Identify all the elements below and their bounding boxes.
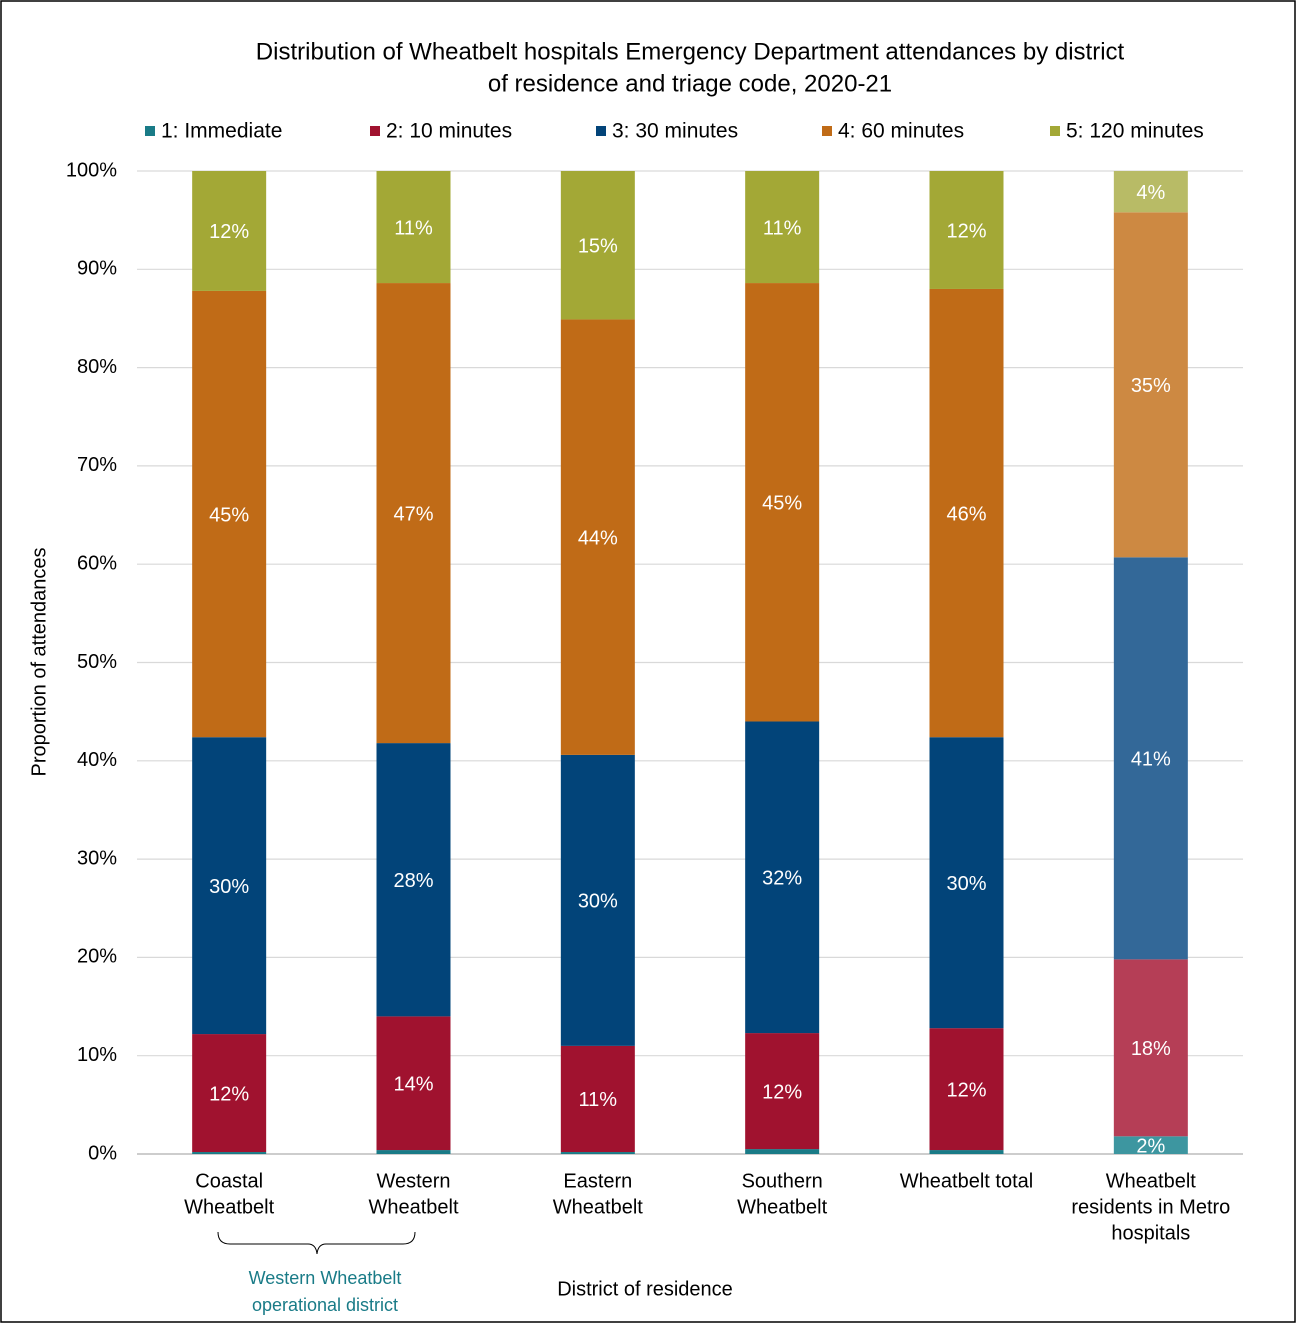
data-label: 12%	[762, 1081, 802, 1103]
data-label: 30%	[578, 891, 618, 913]
bar-segment	[192, 1152, 267, 1154]
legend-swatch	[145, 126, 155, 136]
x-tick-label: Wheatbelt	[553, 1196, 643, 1218]
bar-segment	[745, 171, 820, 284]
data-label: 12%	[209, 221, 249, 243]
legend-swatch	[370, 126, 380, 136]
data-label: 4%	[1136, 182, 1165, 204]
bar-segment	[560, 171, 635, 320]
y-tick-label: 80%	[77, 356, 117, 378]
annotation: Western Wheatbelt	[249, 1268, 402, 1288]
x-tick-label: Western	[376, 1170, 450, 1192]
bar-segment	[376, 283, 451, 744]
brace	[217, 1231, 416, 1255]
data-label: 30%	[946, 873, 986, 895]
x-tick-label: Wheatbelt	[737, 1196, 827, 1218]
y-tick-label: 90%	[77, 258, 117, 280]
data-label: 46%	[946, 503, 986, 525]
legend-swatch	[1050, 126, 1060, 136]
data-label: 15%	[578, 235, 618, 257]
y-tick-label: 60%	[77, 552, 117, 574]
legend-swatch	[822, 126, 832, 136]
x-tick-label: Eastern	[563, 1170, 632, 1192]
legend-label: 1: Immediate	[161, 120, 282, 143]
y-tick-label: 50%	[77, 651, 117, 673]
bar-segment	[745, 721, 820, 1034]
y-tick-label: 40%	[77, 749, 117, 771]
data-label: 18%	[1131, 1038, 1171, 1060]
data-label: 12%	[946, 220, 986, 242]
bar-segment	[560, 319, 635, 755]
annotation: operational district	[252, 1295, 398, 1315]
bar-segment	[745, 1033, 820, 1150]
x-tick-label: hospitals	[1111, 1222, 1190, 1244]
data-label: 11%	[579, 1089, 618, 1111]
data-label: 14%	[393, 1074, 433, 1096]
data-label: 41%	[1131, 749, 1171, 771]
bar-segment	[192, 290, 267, 738]
y-tick-label: 0%	[88, 1142, 117, 1164]
data-label: 47%	[393, 503, 433, 525]
bar-segment	[1113, 171, 1188, 213]
x-tick-label: Wheatbelt total	[900, 1170, 1033, 1192]
bar-segment	[192, 1034, 267, 1153]
data-label: 12%	[209, 1083, 249, 1105]
bar-segment	[745, 1149, 820, 1154]
legend-swatch	[596, 126, 606, 136]
y-tick-label: 70%	[77, 454, 117, 476]
bar-segment	[376, 743, 451, 1017]
y-tick-label: 20%	[77, 946, 117, 968]
x-tick-label: Southern	[742, 1170, 823, 1192]
bar-segment	[560, 1152, 635, 1154]
bar-segment	[1113, 557, 1188, 960]
legend-label: 3: 30 minutes	[612, 120, 738, 143]
bar-segment	[560, 754, 635, 1046]
legend-label: 2: 10 minutes	[386, 120, 512, 143]
bar-segment	[745, 283, 820, 722]
y-tick-label: 100%	[66, 159, 117, 181]
y-axis-label: Proportion of attendances	[28, 547, 50, 776]
bar-segment	[929, 288, 1004, 738]
bar-segment	[929, 171, 1004, 289]
x-axis-label: District of residence	[557, 1278, 733, 1300]
bar-segment	[929, 1150, 1004, 1154]
data-label: 32%	[762, 868, 802, 890]
data-label: 11%	[763, 217, 802, 239]
bar-segment	[376, 1016, 451, 1151]
chart-title: Distribution of Wheatbelt hospitals Emer…	[256, 38, 1125, 65]
x-tick-label: Wheatbelt	[368, 1196, 458, 1218]
x-tick-label: residents in Metro	[1071, 1196, 1230, 1218]
bar-segment	[929, 737, 1004, 1029]
data-label: 12%	[946, 1079, 986, 1101]
data-label: 44%	[578, 527, 618, 549]
bar-segment	[192, 171, 267, 291]
y-tick-label: 10%	[77, 1044, 117, 1066]
x-tick-label: Wheatbelt	[1106, 1170, 1196, 1192]
x-tick-label: Coastal	[195, 1170, 263, 1192]
data-label: 45%	[209, 504, 249, 526]
legend-label: 5: 120 minutes	[1066, 120, 1204, 143]
chart-title: of residence and triage code, 2020-21	[488, 70, 892, 97]
bar-segment	[929, 1028, 1004, 1151]
y-tick-label: 30%	[77, 847, 117, 869]
bar-segment	[1113, 212, 1188, 558]
data-label: 28%	[393, 870, 433, 892]
data-label: 2%	[1136, 1135, 1165, 1157]
bar-segment	[560, 1045, 635, 1153]
bar-segment	[1113, 1136, 1188, 1154]
data-label: 11%	[394, 217, 433, 239]
bar-segment	[376, 1150, 451, 1154]
legend-label: 4: 60 minutes	[838, 120, 964, 143]
data-label: 30%	[209, 876, 249, 898]
data-label: 45%	[762, 493, 802, 515]
bar-segment	[192, 737, 267, 1035]
data-label: 35%	[1131, 375, 1171, 397]
bar-segment	[1113, 959, 1188, 1137]
x-tick-label: Wheatbelt	[184, 1196, 274, 1218]
bar-segment	[376, 171, 451, 284]
